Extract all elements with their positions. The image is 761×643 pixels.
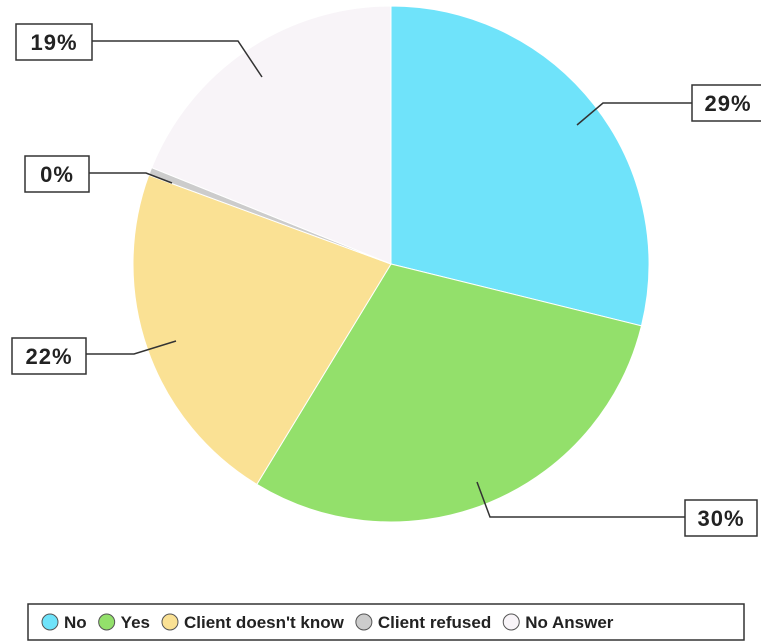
- legend-item-yes: Yes: [98, 613, 150, 632]
- legend: No Yes Client doesn't know Client refused No…: [27, 603, 745, 641]
- data-label-no-answer: 19%: [30, 30, 77, 55]
- callout-no: 29%: [576, 84, 761, 126]
- legend-item-client-refused: Client refused: [355, 613, 491, 632]
- pie-slice-yes: [256, 263, 643, 523]
- legend-box: [27, 603, 745, 641]
- callout-leader-line: [89, 172, 173, 184]
- callout-client-doesn-t-know: 22%: [11, 337, 177, 375]
- data-label-box: [684, 499, 758, 537]
- data-label-client-refused: 0%: [40, 162, 74, 187]
- callout-yes: 30%: [476, 481, 758, 537]
- pie-slices: [132, 5, 650, 523]
- legend-item-no: No: [41, 613, 87, 632]
- data-label-box: [15, 23, 93, 61]
- data-label-box: [24, 155, 90, 193]
- legend-swatch: [355, 613, 373, 631]
- legend-label: No: [64, 613, 87, 632]
- data-label-box: [691, 84, 761, 122]
- callout-client-refused: 0%: [24, 155, 173, 193]
- legend-label: No Answer: [525, 613, 614, 632]
- data-label-box: [11, 337, 87, 375]
- legend-item-client-doesn-t-know: Client doesn't know: [161, 613, 345, 632]
- data-label-no: 29%: [704, 91, 751, 116]
- legend-label: Client refused: [378, 613, 491, 632]
- legend-label: Client doesn't know: [184, 613, 345, 632]
- data-label-yes: 30%: [697, 506, 744, 531]
- legend-swatch: [161, 613, 179, 631]
- legend-label: Yes: [121, 613, 150, 632]
- pie-slice-no-answer: [151, 5, 392, 265]
- callout-leader-line: [476, 481, 685, 518]
- legend-item-no-answer: No Answer: [502, 613, 614, 632]
- callout-no-answer: 19%: [15, 23, 263, 78]
- data-label-client-doesn-t-know: 22%: [25, 344, 72, 369]
- pie-slice-no: [390, 5, 650, 327]
- legend-swatch: [41, 613, 59, 631]
- legend-swatch: [502, 613, 520, 631]
- callout-leader-line: [86, 340, 177, 355]
- legend-swatch: [98, 613, 116, 631]
- pie-callouts: 29% 30% 22% 0% 19%: [11, 23, 761, 537]
- callout-leader-line: [576, 102, 692, 126]
- callout-leader-line: [92, 40, 263, 78]
